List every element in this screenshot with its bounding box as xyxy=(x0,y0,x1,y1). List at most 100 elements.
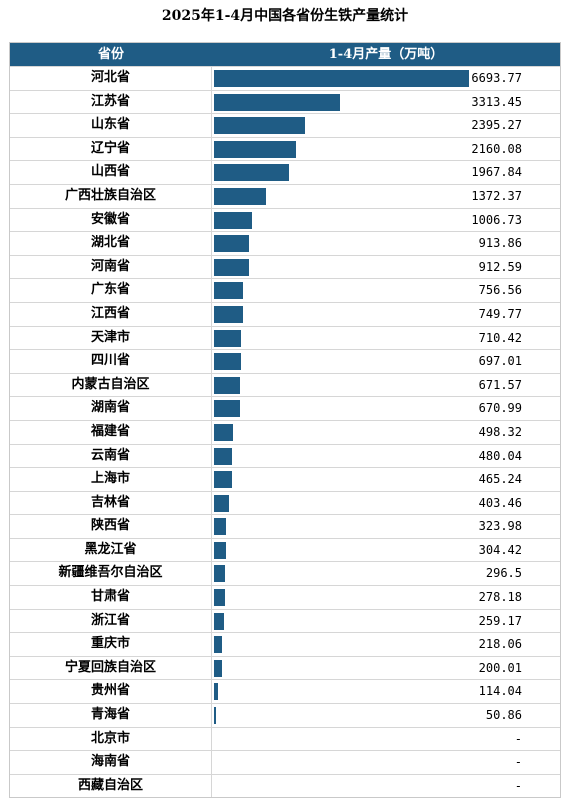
bar-cell: 480.04 xyxy=(212,445,560,468)
bar-cell: 278.18 xyxy=(212,586,560,609)
bar xyxy=(214,117,306,135)
bar xyxy=(214,93,341,111)
province-label: 江西省 xyxy=(10,302,212,326)
table-row: 山西省 1967.84 xyxy=(10,160,560,184)
value-label: 1006.73 xyxy=(471,212,522,227)
bar-cell: 710.42 xyxy=(212,327,560,350)
province-label: 辽宁省 xyxy=(10,137,212,161)
value-label: 304.42 xyxy=(478,542,522,557)
bar xyxy=(214,707,216,725)
bar-cell: 2395.27 xyxy=(212,114,560,137)
bar-cell: 6693.77 xyxy=(212,67,560,90)
bar xyxy=(214,494,230,512)
value-label: 756.56 xyxy=(478,283,522,298)
value-label: 218.06 xyxy=(478,637,522,652)
bar xyxy=(214,659,222,677)
bar-cell: 749.77 xyxy=(212,303,560,326)
province-label: 四川省 xyxy=(10,350,212,373)
bar-cell: 913.86 xyxy=(212,232,560,255)
table-row: 福建省 498.32 xyxy=(10,419,560,444)
table-row: 上海市 465.24 xyxy=(10,467,560,491)
value-label: 498.32 xyxy=(478,424,522,439)
bar-cell: 912.59 xyxy=(212,256,560,279)
value-label: 671.57 xyxy=(478,377,522,392)
table-row: 辽宁省 2160.08 xyxy=(10,136,560,161)
bar-cell: 1006.73 xyxy=(212,209,560,232)
bar-cell: 296.5 xyxy=(212,562,560,585)
table-row: 云南省 480.04 xyxy=(10,443,560,468)
table-row: 山东省 2395.27 xyxy=(10,113,560,137)
value-label: 259.17 xyxy=(478,613,522,628)
province-label: 青海省 xyxy=(10,704,212,727)
province-label: 河北省 xyxy=(10,67,212,90)
province-label: 黑龙江省 xyxy=(10,538,212,562)
value-label: - xyxy=(514,778,522,793)
province-label: 吉林省 xyxy=(10,491,212,515)
bar xyxy=(214,258,249,276)
bar-cell: 671.57 xyxy=(212,374,560,397)
value-label: 200.01 xyxy=(478,660,522,675)
value-label: 296.5 xyxy=(485,566,522,581)
bar-cell: 498.32 xyxy=(212,421,560,444)
bar-cell: 697.01 xyxy=(212,350,560,373)
table-row: 北京市 - xyxy=(10,726,560,751)
table-row: 浙江省 259.17 xyxy=(10,608,560,633)
bar xyxy=(214,187,267,205)
province-label: 陕西省 xyxy=(10,515,212,538)
table-body: 河北省 6693.77 江苏省 3313.45 山东省 2395.27 辽宁省 2160.08… xyxy=(10,66,560,798)
value-label: 2395.27 xyxy=(471,118,522,133)
bar xyxy=(214,329,242,347)
bar-cell: 670.99 xyxy=(212,397,560,420)
bar-cell: 114.04 xyxy=(212,680,560,703)
province-label: 广西壮族自治区 xyxy=(10,184,212,208)
bar xyxy=(214,353,241,371)
value-label: - xyxy=(514,731,522,746)
table-row: 四川省 697.01 xyxy=(10,349,560,373)
bar-cell: 323.98 xyxy=(212,515,560,538)
bar xyxy=(214,636,223,654)
bar xyxy=(214,282,243,300)
table-row: 西藏自治区 - xyxy=(10,773,560,798)
bar-cell: 465.24 xyxy=(212,468,560,491)
value-label: 670.99 xyxy=(478,401,522,416)
value-label: 278.18 xyxy=(478,590,522,605)
table-header: 省份 1-4月产量（万吨） xyxy=(10,43,560,66)
table-row: 新疆维吾尔自治区 296.5 xyxy=(10,561,560,586)
table-row: 宁夏回族自治区 200.01 xyxy=(10,655,560,680)
value-label: - xyxy=(514,755,522,770)
bar xyxy=(214,305,243,323)
value-label: 465.24 xyxy=(478,472,522,487)
table-row: 海南省 - xyxy=(10,750,560,774)
bar xyxy=(214,140,297,158)
table-row: 湖北省 913.86 xyxy=(10,231,560,255)
bar-cell: 756.56 xyxy=(212,279,560,302)
bar-cell: 50.86 xyxy=(212,704,560,727)
value-label: 1372.37 xyxy=(471,188,522,203)
province-label: 湖北省 xyxy=(10,232,212,255)
table-row: 江西省 749.77 xyxy=(10,301,560,326)
value-label: 480.04 xyxy=(478,448,522,463)
bar-cell: 259.17 xyxy=(212,610,560,633)
value-label: 913.86 xyxy=(478,236,522,251)
bar-cell: 403.46 xyxy=(212,492,560,515)
table-row: 河南省 912.59 xyxy=(10,254,560,279)
bar-cell: 304.42 xyxy=(212,539,560,562)
province-label: 山西省 xyxy=(10,161,212,184)
bar-cell: 1967.84 xyxy=(212,161,560,184)
value-label: 912.59 xyxy=(478,259,522,274)
province-label: 重庆市 xyxy=(10,633,212,656)
bar xyxy=(214,541,226,559)
table-row: 广西壮族自治区 1372.37 xyxy=(10,183,560,208)
province-label: 天津市 xyxy=(10,326,212,350)
bar xyxy=(214,164,289,182)
table-row: 甘肃省 278.18 xyxy=(10,585,560,609)
province-label: 上海市 xyxy=(10,468,212,491)
bar xyxy=(214,376,240,394)
bar-cell: 3313.45 xyxy=(212,91,560,114)
province-label: 浙江省 xyxy=(10,609,212,633)
table-row: 青海省 50.86 xyxy=(10,703,560,727)
bar-cell: 1372.37 xyxy=(212,185,560,208)
value-label: 697.01 xyxy=(478,354,522,369)
bar xyxy=(214,423,233,441)
province-label: 云南省 xyxy=(10,444,212,468)
